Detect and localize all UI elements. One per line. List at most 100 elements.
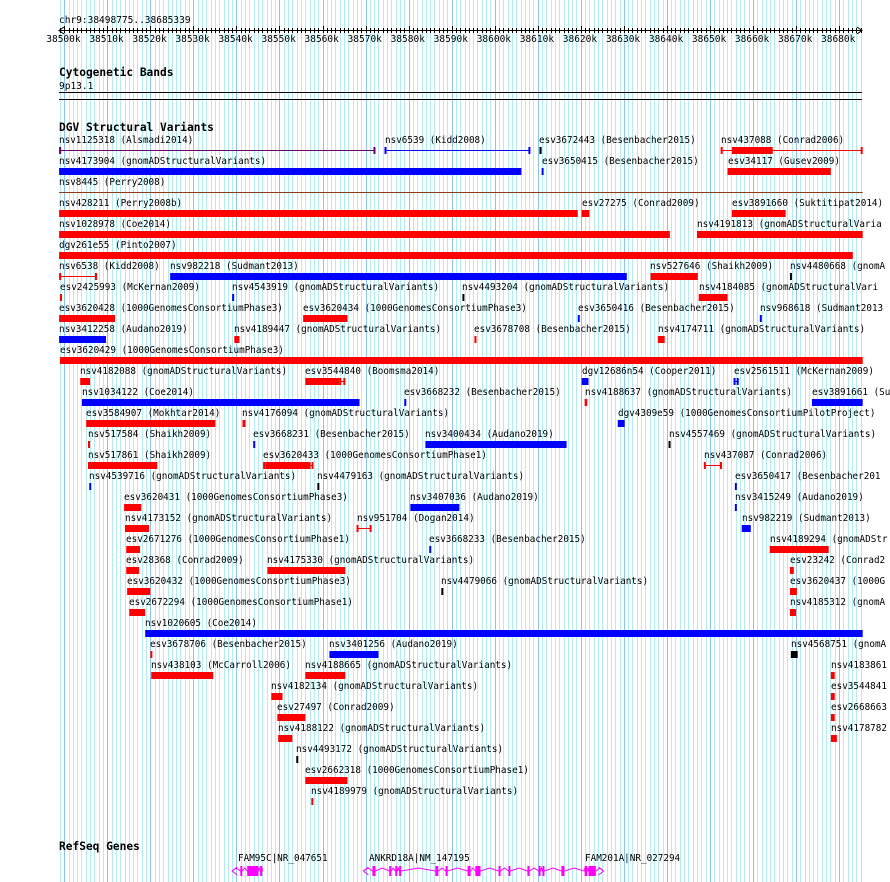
variant-label[interactable]: esv3650416 (Besenbacher2015) <box>578 303 735 314</box>
variant-feature[interactable] <box>698 294 728 301</box>
variant-feature[interactable] <box>425 441 567 448</box>
gene-exon[interactable] <box>475 866 481 876</box>
variant-label[interactable]: nsv4174711 (gnomADStructuralVariants) <box>658 324 866 335</box>
variant-feature[interactable] <box>830 693 835 700</box>
variant-label[interactable]: nsv4173152 (gnomADStructuralVariants) <box>125 513 333 524</box>
variant-feature[interactable] <box>657 336 665 343</box>
variant-label[interactable]: esv23242 (Conrad2 <box>790 555 886 566</box>
variant-label[interactable]: nsv437088 (Conrad2006) <box>721 135 845 146</box>
variant-feature[interactable] <box>242 420 246 427</box>
gene-exon[interactable] <box>445 866 448 876</box>
variant-feature[interactable] <box>59 315 116 322</box>
variant-label[interactable]: nsv517584 (Shaikh2009) <box>88 429 212 440</box>
variant-label[interactable]: nsv4178782 <box>831 723 887 734</box>
variant-label[interactable]: nsv1034122 (Coe2014) <box>82 387 194 398</box>
variant-feature[interactable] <box>305 378 340 385</box>
variant-feature[interactable] <box>59 336 107 343</box>
gene-label[interactable]: ANKRD18A|NM_147195 <box>369 853 470 864</box>
variant-feature[interactable] <box>59 357 863 364</box>
variant-feature[interactable] <box>271 693 283 700</box>
variant-label[interactable]: nsv4173904 (gnomADStructuralVariants) <box>59 156 267 167</box>
variant-label[interactable]: esv2668663 <box>831 702 887 713</box>
variant-feature[interactable] <box>731 147 773 154</box>
variant-label[interactable]: nsv527646 (Shaikh2009) <box>650 261 774 272</box>
variant-feature[interactable] <box>150 651 153 658</box>
variant-feature[interactable] <box>151 672 214 679</box>
variant-label[interactable]: esv2561511 (McKernan2009) <box>734 366 874 377</box>
variant-label[interactable]: nsv4479066 (gnomADStructuralVariants) <box>441 576 649 587</box>
variant-feature[interactable] <box>741 525 751 532</box>
variant-feature[interactable] <box>86 420 216 427</box>
variant-feature[interactable] <box>305 672 346 679</box>
variant-feature[interactable] <box>581 210 590 217</box>
variant-feature[interactable] <box>541 168 544 175</box>
variant-feature[interactable] <box>329 651 379 658</box>
variant-feature[interactable] <box>267 567 346 574</box>
gene-label[interactable]: FAM95C|NR_047651 <box>238 853 328 864</box>
variant-feature[interactable] <box>811 399 863 406</box>
variant-label[interactable]: esv27275 (Conrad2009) <box>582 198 700 209</box>
variant-feature[interactable] <box>80 378 91 385</box>
variant-feature[interactable] <box>789 273 792 280</box>
variant-label[interactable]: dgv12686n54 (Cooper2011) <box>582 366 717 377</box>
variant-feature[interactable] <box>145 630 863 637</box>
variant-label[interactable]: esv34117 (Gusev2009) <box>728 156 840 167</box>
variant-label[interactable]: nsv4183861 <box>831 660 887 671</box>
variant-label[interactable]: esv3620437 (1000G <box>790 576 886 587</box>
variant-feature[interactable] <box>126 567 140 574</box>
variant-label[interactable]: nsv4493172 (gnomADStructuralVariants) <box>296 744 504 755</box>
variant-feature[interactable] <box>769 546 829 553</box>
gene-exon[interactable] <box>389 866 392 876</box>
gene-exon[interactable] <box>498 866 501 876</box>
variant-label[interactable]: nsv4493204 (gnomADStructuralVariants) <box>462 282 670 293</box>
variant-label[interactable]: nsv4182088 (gnomADStructuralVariants) <box>80 366 288 377</box>
variant-label[interactable]: nsv4189447 (gnomADStructuralVariants) <box>234 324 442 335</box>
variant-feature[interactable] <box>59 252 853 259</box>
variant-feature[interactable] <box>789 609 796 616</box>
variant-label[interactable]: esv2672294 (1000GenomesConsortiumPhase1) <box>129 597 353 608</box>
variant-label[interactable]: nsv4182134 (gnomADStructuralVariants) <box>271 681 479 692</box>
gene-exon[interactable] <box>435 866 439 876</box>
variant-label[interactable]: nsv437087 (Conrad2006) <box>704 450 828 461</box>
variant-feature[interactable] <box>81 399 360 406</box>
variant-feature[interactable] <box>124 504 142 511</box>
variant-label[interactable]: nsv4176094 (gnomADStructuralVariants) <box>242 408 450 419</box>
variant-feature[interactable] <box>734 504 737 511</box>
variant-label[interactable]: esv3891660 (Suktitipat2014) <box>732 198 884 209</box>
cytoband-label[interactable]: 9p13.1 <box>59 81 94 92</box>
variant-feature[interactable] <box>87 462 158 469</box>
variant-label[interactable]: esv3668231 (Besenbacher2015) <box>253 429 410 440</box>
variant-label[interactable]: nsv1125318 (Alsmadi2014) <box>59 135 194 146</box>
variant-feature[interactable] <box>303 315 348 322</box>
gene-exon[interactable] <box>527 866 530 876</box>
variant-label[interactable]: nsv517861 (Shaikh2009) <box>88 450 212 461</box>
variant-label[interactable]: nsv4539716 (gnomADStructuralVariants) <box>89 471 297 482</box>
variant-feature[interactable] <box>789 588 797 595</box>
variant-feature[interactable] <box>617 420 625 427</box>
gene-exon[interactable] <box>538 866 541 876</box>
variant-feature[interactable] <box>696 231 863 238</box>
gene-exon[interactable] <box>561 866 565 876</box>
gene-exon[interactable] <box>372 866 376 876</box>
gene-exon[interactable] <box>542 866 545 876</box>
variant-feature[interactable] <box>234 336 240 343</box>
variant-label[interactable]: nsv4185312 (gnomA <box>790 597 886 608</box>
gene-exon[interactable] <box>508 866 511 876</box>
variant-label[interactable]: esv3650417 (Besenbacher201 <box>735 471 881 482</box>
variant-label[interactable]: nsv4188637 (gnomADStructuralVariants) <box>585 387 793 398</box>
variant-label[interactable]: nsv4188665 (gnomADStructuralVariants) <box>305 660 513 671</box>
variant-feature[interactable] <box>474 336 477 343</box>
variant-feature[interactable] <box>129 609 146 616</box>
variant-feature[interactable] <box>59 168 522 175</box>
variant-label[interactable]: nsv3400434 (Audano2019) <box>425 429 554 440</box>
variant-label[interactable]: esv3678708 (Besenbacher2015) <box>474 324 631 335</box>
gene-exon[interactable] <box>467 866 471 876</box>
variant-feature[interactable] <box>650 273 698 280</box>
variant-feature[interactable] <box>429 546 432 553</box>
variant-label[interactable]: nsv3407036 (Audano2019) <box>410 492 539 503</box>
variant-label[interactable]: nsv968618 (Sudmant2013 <box>760 303 884 314</box>
variant-label[interactable]: esv2662318 (1000GenomesConsortiumPhase1) <box>305 765 529 776</box>
variant-label[interactable]: esv3650415 (Besenbacher2015) <box>542 156 699 167</box>
variant-feature[interactable] <box>789 567 794 574</box>
